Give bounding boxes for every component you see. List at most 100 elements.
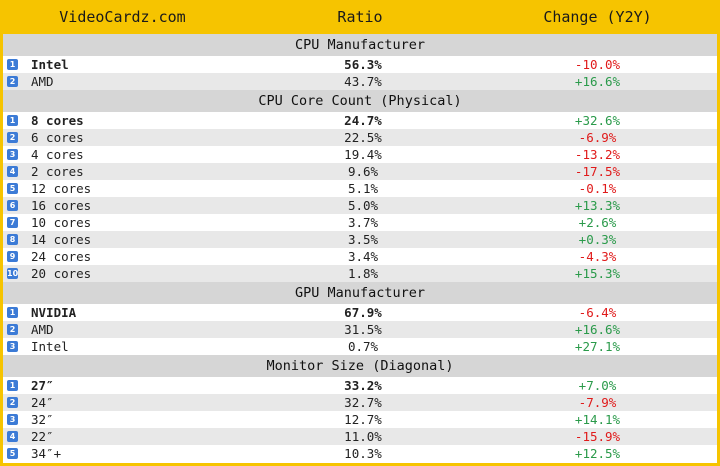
change-value: -6.4% [578,305,617,320]
rank-badge: 1 [7,307,18,318]
ratio-value: 3.5% [347,232,379,247]
section-title: Monitor Size (Diagonal) [3,355,717,377]
section-title: CPU Core Count (Physical) [3,90,717,112]
change-value: +16.6% [574,322,621,337]
rank-badge: 3 [7,341,18,352]
table-header: VideoCardz.com Ratio Change (Y2Y) [0,0,720,34]
row-label: 14 cores [31,232,92,247]
table-row: 2 24″ 32.7% -7.9% [3,394,717,411]
ratio-column-header: Ratio [337,8,383,26]
row-label: 22″ [31,429,54,444]
change-value: +16.6% [574,74,621,89]
row-label: NVIDIA [31,305,77,320]
table-row: 10 20 cores 1.8% +15.3% [3,265,717,282]
change-value: +2.6% [578,215,617,230]
ratio-value: 3.4% [347,249,379,264]
row-label: 4 cores [31,147,84,162]
rank-badge: 3 [7,149,18,160]
ratio-value: 19.4% [344,147,382,162]
row-label: AMD [31,74,54,89]
table-row: 1 8 cores 24.7% +32.6% [3,112,717,129]
ratio-value: 11.0% [344,429,382,444]
change-value: -13.2% [574,147,621,162]
table-row: 3 4 cores 19.4% -13.2% [3,146,717,163]
ratio-value: 9.6% [347,164,379,179]
ratio-value: 32.7% [344,395,382,410]
change-value: -7.9% [578,395,617,410]
rank-badge: 4 [7,166,18,177]
ratio-value: 22.5% [344,130,382,145]
table-row: 4 22″ 11.0% -15.9% [3,428,717,445]
table-body: CPU Manufacturer 1 Intel 56.3% -10.0% 2 AMD 43.… [3,34,717,463]
table-row: 7 10 cores 3.7% +2.6% [3,214,717,231]
change-value: +12.5% [574,446,621,461]
rank-badge: 4 [7,431,18,442]
table-row: 8 14 cores 3.5% +0.3% [3,231,717,248]
rank-badge: 1 [7,380,18,391]
change-value: +13.3% [574,198,621,213]
rank-badge: 2 [7,324,18,335]
ratio-value: 67.9% [344,305,382,320]
row-label: 24″ [31,395,54,410]
row-label: 34″+ [31,446,62,461]
ratio-value: 0.7% [347,339,379,354]
ratio-value: 33.2% [344,378,382,393]
change-value: +27.1% [574,339,621,354]
row-label: 20 cores [31,266,92,281]
table-row: 2 AMD 43.7% +16.6% [3,73,717,90]
change-value: -15.9% [574,429,621,444]
row-label: 27″ [31,378,54,393]
row-label: 6 cores [31,130,84,145]
rank-badge: 7 [7,217,18,228]
change-value: -10.0% [574,57,621,72]
rank-badge: 8 [7,234,18,245]
table-row: 2 6 cores 22.5% -6.9% [3,129,717,146]
change-value: -6.9% [578,130,617,145]
rank-badge: 2 [7,76,18,87]
table-row: 5 34″+ 10.3% +12.5% [3,445,717,462]
table-row: 1 27″ 33.2% +7.0% [3,377,717,394]
table-row: 1 NVIDIA 67.9% -6.4% [3,304,717,321]
ratio-value: 43.7% [344,74,382,89]
change-value: -17.5% [574,164,621,179]
change-value: +7.0% [578,378,617,393]
section-title: GPU Manufacturer [3,282,717,304]
row-label: Intel [31,57,69,72]
ratio-value: 56.3% [344,57,382,72]
change-value: +14.1% [574,412,621,427]
rank-badge: 1 [7,59,18,70]
table-row: 6 16 cores 5.0% +13.3% [3,197,717,214]
table-row: 2 AMD 31.5% +16.6% [3,321,717,338]
ratio-value: 31.5% [344,322,382,337]
ratio-value: 12.7% [344,412,382,427]
ratio-value: 5.1% [347,181,379,196]
row-label: 32″ [31,412,54,427]
table-row: 1 Intel 56.3% -10.0% [3,56,717,73]
row-label: AMD [31,322,54,337]
row-label: 24 cores [31,249,92,264]
row-label: 12 cores [31,181,92,196]
ratio-value: 24.7% [344,113,382,128]
change-value: +32.6% [574,113,621,128]
row-label: Intel [31,339,69,354]
ratio-value: 10.3% [344,446,382,461]
section-title: CPU Manufacturer [3,34,717,56]
row-label: 8 cores [31,113,84,128]
ratio-value: 5.0% [347,198,379,213]
rank-badge: 9 [7,251,18,262]
row-label: 10 cores [31,215,92,230]
table-row: 4 2 cores 9.6% -17.5% [3,163,717,180]
rank-badge: 5 [7,183,18,194]
rank-badge: 2 [7,132,18,143]
change-value: -4.3% [578,249,617,264]
rank-badge: 3 [7,414,18,425]
table-row: 9 24 cores 3.4% -4.3% [3,248,717,265]
change-value: +0.3% [578,232,617,247]
table-row: 5 12 cores 5.1% -0.1% [3,180,717,197]
rank-badge: 2 [7,397,18,408]
change-column-header: Change (Y2Y) [543,8,652,26]
rank-badge: 1 [7,115,18,126]
ratio-value: 1.8% [347,266,379,281]
row-label: 2 cores [31,164,84,179]
